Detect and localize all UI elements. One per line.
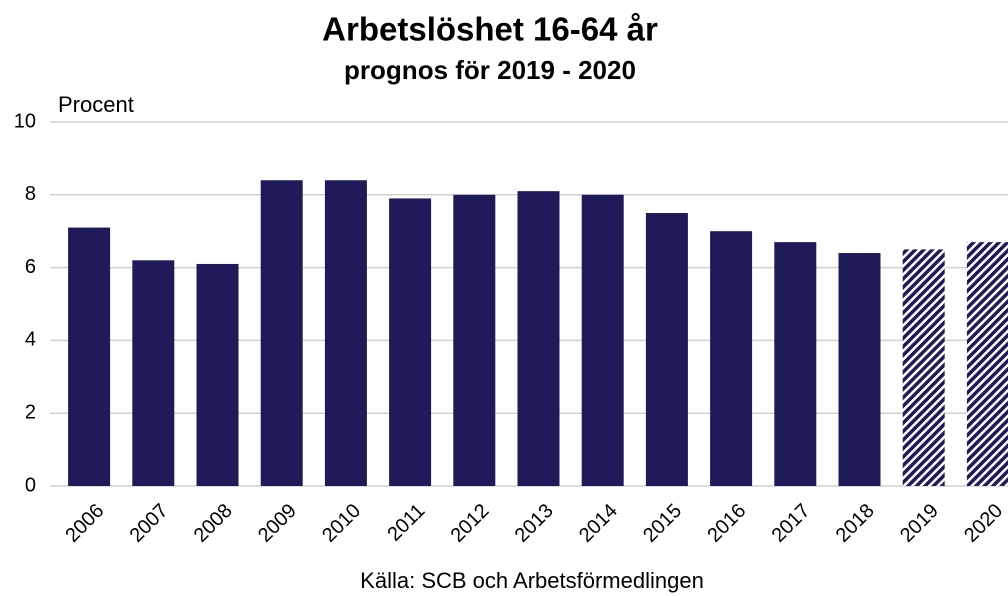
x-tick-label: 2009 <box>254 500 301 547</box>
x-tick-label: 2019 <box>896 500 943 547</box>
bar <box>645 213 688 486</box>
source-note: Källa: SCB och Arbetsförmedlingen <box>360 568 704 593</box>
bar <box>196 263 239 486</box>
x-tick-label: 2017 <box>768 500 815 547</box>
bar <box>517 191 560 486</box>
bar <box>581 194 624 487</box>
bar <box>324 180 367 487</box>
bar <box>132 260 175 486</box>
x-tick-label: 2012 <box>447 500 494 547</box>
bar <box>68 227 111 486</box>
bar <box>710 231 753 486</box>
x-tick-label: 2007 <box>126 500 173 547</box>
x-tick-label: 2013 <box>511 500 558 547</box>
y-tick-label: 2 <box>25 401 36 423</box>
x-tick-label: 2014 <box>575 500 622 547</box>
x-tick-label: 2010 <box>318 500 365 547</box>
x-tick-label: 2008 <box>190 500 237 547</box>
y-tick-label: 10 <box>14 110 36 132</box>
bar <box>966 242 1008 486</box>
bar <box>453 194 496 487</box>
bar <box>389 198 432 486</box>
x-tick-label: 2016 <box>703 500 750 547</box>
x-tick-label: 2020 <box>960 500 1007 547</box>
x-tick-label: 2018 <box>832 500 879 547</box>
x-tick-label: 2015 <box>639 500 686 547</box>
chart-title: Arbetslöshet 16-64 år <box>322 11 658 48</box>
x-tick-label: 2006 <box>61 500 108 547</box>
y-tick-label: 6 <box>25 256 36 278</box>
bar <box>902 249 945 486</box>
y-tick-label: 8 <box>25 183 36 205</box>
bar <box>774 242 817 486</box>
y-axis-label: Procent <box>58 92 134 117</box>
y-tick-label: 0 <box>25 474 36 496</box>
x-tick-label: 2011 <box>383 500 429 546</box>
y-tick-label: 4 <box>25 329 36 351</box>
chart-subtitle: prognos för 2019 - 2020 <box>344 55 636 85</box>
bar <box>260 180 303 487</box>
bar <box>838 253 881 486</box>
